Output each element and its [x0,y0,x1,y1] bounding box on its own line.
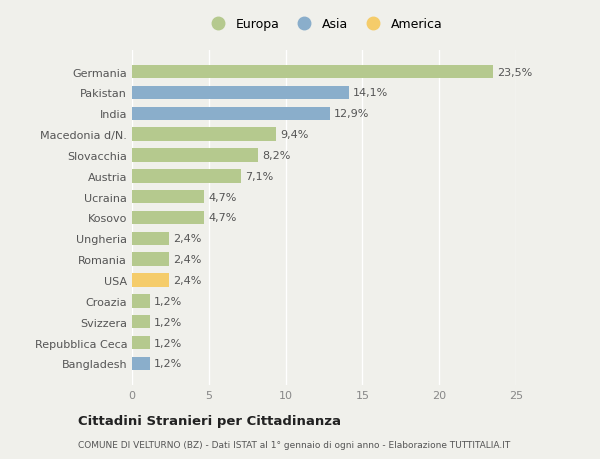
Text: 9,4%: 9,4% [280,130,308,140]
Text: 1,2%: 1,2% [154,358,182,369]
Bar [132,170,241,183]
Text: 12,9%: 12,9% [334,109,370,119]
Text: 8,2%: 8,2% [262,151,290,161]
Text: 2,4%: 2,4% [173,255,201,264]
Bar [132,190,204,204]
Bar [132,274,169,287]
Text: 2,4%: 2,4% [173,275,201,285]
Text: 23,5%: 23,5% [497,67,532,78]
Text: 1,2%: 1,2% [154,296,182,306]
Text: 4,7%: 4,7% [208,192,236,202]
Bar [132,294,151,308]
Text: COMUNE DI VELTURNO (BZ) - Dati ISTAT al 1° gennaio di ogni anno - Elaborazione T: COMUNE DI VELTURNO (BZ) - Dati ISTAT al … [78,441,510,449]
Text: 7,1%: 7,1% [245,172,273,181]
Bar [132,253,169,266]
Bar [132,66,493,79]
Bar [132,357,151,370]
Bar [132,86,349,100]
Text: 14,1%: 14,1% [352,88,388,98]
Bar [132,128,277,142]
Text: Cittadini Stranieri per Cittadinanza: Cittadini Stranieri per Cittadinanza [78,414,341,428]
Legend: Europa, Asia, America: Europa, Asia, America [200,13,448,36]
Bar [132,211,204,225]
Bar [132,336,151,350]
Bar [132,149,258,162]
Bar [132,232,169,246]
Text: 4,7%: 4,7% [208,213,236,223]
Bar [132,107,330,121]
Text: 1,2%: 1,2% [154,317,182,327]
Text: 1,2%: 1,2% [154,338,182,348]
Text: 2,4%: 2,4% [173,234,201,244]
Bar [132,315,151,329]
